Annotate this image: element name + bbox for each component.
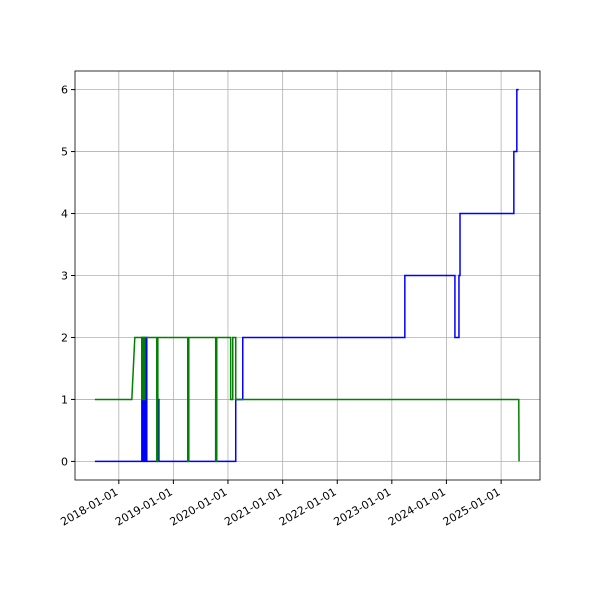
plot-frame <box>74 70 541 481</box>
y-tick-label: 2 <box>61 331 68 344</box>
y-tick-label: 6 <box>61 84 68 97</box>
x-tick-label: 2021-01-01 <box>222 485 284 528</box>
x-tick-label: 2023-01-01 <box>331 485 393 528</box>
x-tick-label: 2020-01-01 <box>168 485 230 528</box>
x-tick-label: 2025-01-01 <box>441 485 503 528</box>
y-tick-label: 3 <box>61 270 68 283</box>
line-series <box>94 336 520 463</box>
y-tick-label: 4 <box>61 208 68 221</box>
x-tick-label: 2019-01-01 <box>113 485 175 528</box>
y-tick-label: 1 <box>61 393 68 406</box>
x-tick-label: 2018-01-01 <box>58 485 120 528</box>
y-tick-label: 0 <box>61 455 68 468</box>
x-tick-label: 2024-01-01 <box>386 485 448 528</box>
y-tick-label: 5 <box>61 146 68 159</box>
x-tick-label: 2022-01-01 <box>277 485 339 528</box>
